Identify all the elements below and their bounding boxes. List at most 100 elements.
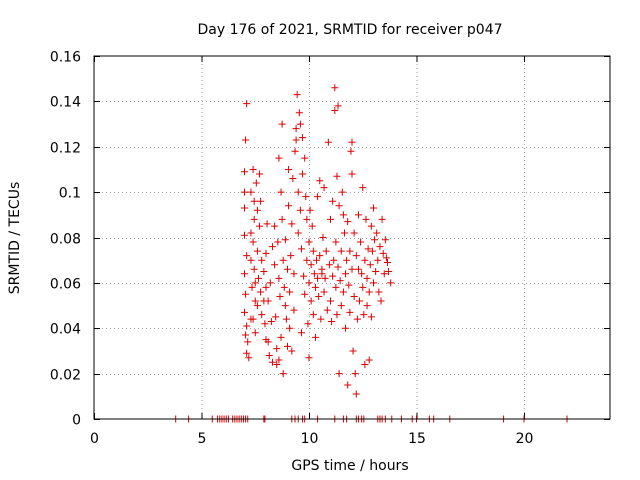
- x-tick-label: 20: [516, 431, 534, 447]
- data-point: [290, 270, 298, 278]
- tick-labels: 0 5 10 15 20 0 0.02 0.04 0.06 0.08 0.1 0.12 0.14 0.16: [50, 50, 534, 448]
- data-point: [301, 290, 309, 298]
- data-point: [284, 342, 291, 350]
- data-point: [361, 256, 369, 264]
- data-point: [339, 288, 347, 296]
- data-point: [350, 292, 358, 300]
- data-point: [243, 322, 251, 330]
- data-point: [251, 279, 259, 287]
- data-point: [320, 184, 328, 192]
- data-point: [242, 290, 250, 298]
- y-tick-label: 0.06: [50, 277, 81, 293]
- data-point: [346, 247, 354, 255]
- data-point: [354, 211, 362, 219]
- data-point: [382, 254, 390, 262]
- data-point: [281, 302, 289, 310]
- data-point: [247, 188, 255, 196]
- data-point: [370, 279, 377, 287]
- data-point: [299, 134, 307, 142]
- x-tick-label: 0: [90, 431, 99, 447]
- data-point: [387, 279, 395, 287]
- data-point: [274, 238, 282, 246]
- data-point: [241, 231, 248, 239]
- y-tick-label: 0.14: [50, 95, 81, 111]
- data-point: [366, 261, 374, 269]
- x-tick-label: 15: [408, 431, 426, 447]
- x-tick-label: 5: [198, 431, 207, 447]
- chart-title: Day 176 of 2021, SRMTID for receiver p04…: [197, 22, 502, 38]
- data-point: [262, 249, 270, 257]
- data-point: [327, 215, 334, 223]
- data-point: [292, 125, 300, 133]
- data-point: [310, 270, 318, 278]
- data-point: [271, 261, 279, 269]
- data-point: [381, 236, 389, 244]
- data-point: [280, 283, 288, 291]
- data-point: [375, 288, 383, 296]
- data-point: [365, 356, 373, 364]
- data-point: [285, 202, 293, 210]
- data-point: [372, 268, 380, 276]
- data-point: [272, 313, 280, 321]
- data-point: [316, 252, 324, 260]
- data-point: [348, 265, 356, 273]
- data-point: [284, 265, 291, 273]
- data-point: [271, 222, 279, 230]
- data-point: [277, 188, 285, 196]
- data-point: [379, 249, 387, 257]
- data-point: [302, 193, 310, 201]
- data-point: [299, 170, 307, 178]
- data-point: [362, 215, 370, 223]
- data-point: [278, 215, 286, 223]
- data-point: [253, 247, 261, 255]
- data-point: [353, 315, 361, 323]
- data-point: [262, 283, 270, 291]
- data-point: [277, 333, 285, 341]
- data-point: [275, 356, 283, 364]
- data-point: [314, 193, 322, 201]
- data-point: [297, 329, 305, 337]
- data-point: [378, 215, 386, 223]
- x-axis-label: GPS time / hours: [291, 458, 408, 474]
- data-point: [345, 281, 353, 289]
- data-point: [329, 272, 337, 280]
- data-point: [358, 270, 366, 278]
- data-point: [297, 245, 305, 253]
- data-point: [360, 311, 368, 319]
- data-point: [275, 154, 283, 162]
- data-point: [371, 236, 379, 244]
- y-tick-label: 0.02: [50, 368, 81, 384]
- data-point: [342, 270, 350, 278]
- data-point: [267, 317, 275, 325]
- data-point: [282, 315, 290, 323]
- data-point: [273, 345, 281, 353]
- y-tick-label: 0.16: [50, 50, 81, 66]
- data-point: [253, 302, 261, 310]
- data-point: [334, 263, 342, 271]
- data-point: [307, 261, 315, 269]
- data-point: [338, 188, 346, 196]
- data-point: [250, 265, 258, 273]
- data-point: [333, 311, 341, 319]
- data-point: [363, 274, 371, 282]
- data-point: [306, 206, 314, 214]
- data-point: [243, 349, 251, 357]
- y-tick-label: 0.08: [50, 232, 81, 248]
- data-point: [352, 390, 360, 398]
- data-point: [241, 270, 248, 278]
- data-point: [344, 218, 352, 226]
- data-point: [241, 168, 248, 176]
- data-point: [359, 283, 367, 291]
- data-point: [309, 247, 317, 255]
- data-point: [335, 202, 343, 210]
- data-point: [249, 315, 257, 323]
- data-point: [348, 170, 356, 178]
- data-point: [249, 238, 257, 246]
- data-point: [293, 91, 301, 99]
- data-point: [336, 277, 344, 285]
- data-point: [264, 338, 272, 346]
- data-point: [320, 288, 328, 296]
- data-point: [324, 138, 332, 146]
- data-point: [359, 184, 367, 192]
- y-tick-label: 0.12: [50, 141, 81, 157]
